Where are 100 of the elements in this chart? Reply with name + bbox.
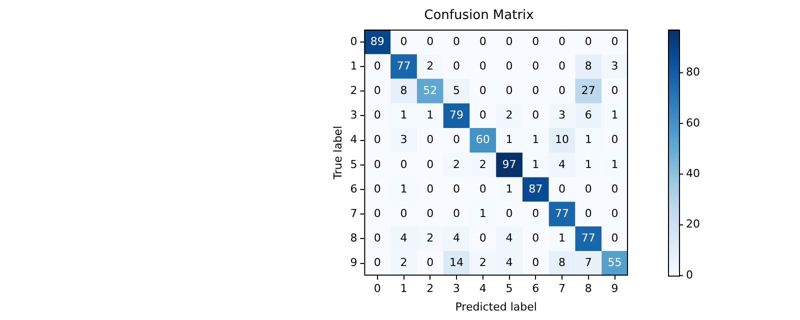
- color-bar-label: 0: [686, 268, 693, 282]
- data-label: 2: [453, 158, 460, 171]
- data-label: 0: [453, 206, 460, 220]
- data-label: 1: [506, 133, 513, 146]
- data-label: 0: [611, 206, 618, 220]
- data-label: 2: [479, 158, 486, 171]
- data-label: 2: [400, 256, 408, 270]
- x-tick-label: 3: [453, 282, 460, 296]
- data-label: 97: [502, 158, 516, 171]
- data-label: 1: [400, 182, 408, 196]
- y-axis-title: True label: [331, 126, 344, 180]
- x-tick-label: 2: [426, 282, 434, 296]
- data-label: 0: [584, 206, 592, 220]
- data-label: 1: [479, 206, 486, 220]
- y-tick-label: 9: [350, 256, 358, 270]
- data-label: 1: [400, 108, 408, 122]
- data-label: 0: [558, 182, 566, 196]
- data-label: 0: [611, 232, 618, 245]
- x-tick-label: 6: [532, 282, 540, 296]
- data-label: 0: [453, 182, 460, 196]
- data-label: 87: [528, 182, 543, 196]
- x-tick-label: 0: [374, 282, 381, 296]
- data-label: 1: [558, 232, 566, 245]
- data-label: 2: [479, 256, 486, 270]
- data-label: 0: [584, 182, 592, 196]
- data-label: 0: [426, 206, 434, 220]
- data-label: 0: [558, 59, 566, 72]
- data-label: 8: [584, 59, 592, 72]
- data-label: 0: [426, 158, 434, 171]
- color-bar-label: 40: [686, 167, 700, 180]
- data-label: 3: [558, 108, 566, 122]
- data-label: 1: [532, 158, 540, 171]
- data-label: 1: [611, 158, 618, 171]
- data-label: 2: [506, 108, 513, 122]
- data-label: 77: [396, 59, 411, 72]
- data-label: 0: [532, 59, 540, 72]
- data-label: 3: [400, 133, 408, 146]
- data-label: 4: [506, 232, 513, 245]
- data-label: 0: [611, 34, 618, 48]
- data-label: 0: [584, 34, 592, 48]
- data-label: 0: [532, 84, 540, 97]
- data-label: 0: [506, 84, 513, 97]
- y-tick-label: 2: [350, 84, 358, 97]
- data-label: 0: [400, 158, 408, 171]
- data-label: 0: [453, 34, 460, 48]
- data-label: 0: [506, 206, 513, 220]
- data-label: 0: [506, 34, 513, 48]
- data-label: 4: [558, 158, 566, 171]
- data-label: 0: [374, 108, 381, 122]
- x-axis-title: Predicted label: [455, 300, 537, 314]
- data-label: 0: [532, 108, 540, 122]
- data-label: 0: [374, 133, 381, 146]
- data-label: 2: [426, 232, 434, 245]
- color-bar-label: 20: [686, 218, 700, 231]
- color-bar-label: 60: [686, 116, 700, 130]
- data-label: 0: [506, 59, 513, 72]
- data-label: 0: [479, 108, 486, 122]
- data-label: 0: [532, 206, 540, 220]
- data-label: 0: [532, 34, 540, 48]
- y-tick-label: 8: [350, 232, 358, 245]
- data-label: 0: [426, 256, 434, 270]
- data-label: 1: [611, 108, 618, 122]
- data-label: 0: [479, 59, 486, 72]
- data-label: 1: [506, 182, 513, 196]
- data-label: 0: [374, 256, 381, 270]
- data-label: 0: [611, 182, 618, 196]
- data-label: 0: [426, 133, 434, 146]
- data-label: 7: [584, 256, 592, 270]
- data-label: 60: [476, 133, 490, 146]
- data-label: 3: [611, 59, 618, 72]
- y-tick-label: 7: [350, 206, 358, 220]
- data-label: 0: [400, 206, 408, 220]
- data-label: 0: [558, 34, 566, 48]
- data-label: 1: [426, 108, 434, 122]
- data-label: 6: [584, 108, 592, 122]
- x-tick-label: 1: [400, 282, 408, 296]
- data-label: 0: [479, 84, 486, 97]
- data-label: 0: [453, 59, 460, 72]
- y-tick-label: 6: [350, 182, 358, 196]
- data-label: 27: [581, 84, 596, 97]
- color-bar-label: 80: [686, 66, 700, 79]
- y-tick-label: 1: [350, 59, 358, 72]
- y-tick-label: 5: [350, 158, 358, 171]
- data-label: 0: [374, 206, 381, 220]
- data-label: 79: [450, 108, 464, 122]
- data-label: 52: [423, 84, 438, 97]
- x-tick-label: 7: [558, 282, 566, 296]
- data-label: 0: [453, 133, 460, 146]
- data-label: 89: [370, 34, 384, 48]
- x-tick-label: 8: [584, 282, 592, 296]
- data-label: 4: [400, 232, 408, 245]
- data-label: 0: [374, 182, 381, 196]
- data-label: 77: [581, 232, 596, 245]
- y-tick-label: 3: [350, 108, 358, 122]
- chart-title: Confusion Matrix: [424, 8, 534, 24]
- data-label: 0: [532, 232, 540, 245]
- x-tick-label: 5: [506, 282, 513, 296]
- data-label: 4: [506, 256, 513, 270]
- data-label: 0: [374, 59, 381, 72]
- data-label: 1: [532, 133, 540, 146]
